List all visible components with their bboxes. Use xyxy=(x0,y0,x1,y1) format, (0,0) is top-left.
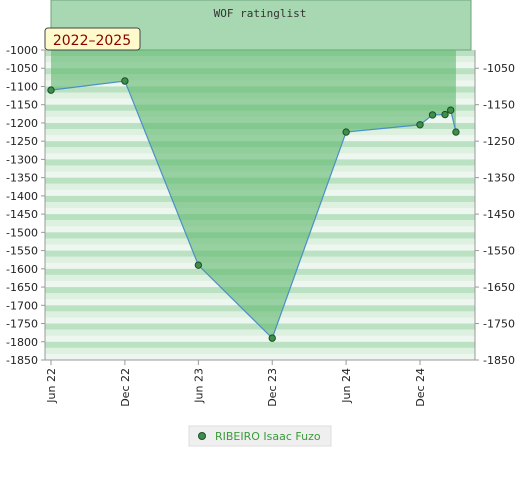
period-badge-text: 2022–2025 xyxy=(53,33,131,49)
right-tick-label: -1350 xyxy=(483,172,515,185)
x-tick-label: Dec 24 xyxy=(414,368,427,407)
data-point xyxy=(47,86,55,94)
legend-marker xyxy=(198,432,206,440)
left-tick-label: -1350 xyxy=(6,172,38,185)
x-tick-label: Jun 23 xyxy=(192,368,205,404)
right-tick-label: -1750 xyxy=(483,318,515,331)
legend: RIBEIRO Isaac Fuzo xyxy=(188,425,332,447)
left-tick-label: -1600 xyxy=(6,263,38,276)
x-tick-label: Dec 22 xyxy=(119,368,132,407)
data-point xyxy=(416,121,424,129)
left-tick-label: -1450 xyxy=(6,208,38,221)
right-tick-label: -1450 xyxy=(483,208,515,221)
left-tick-label: -1400 xyxy=(6,190,38,203)
grid-band xyxy=(45,341,475,348)
grid-band xyxy=(45,329,475,336)
data-point xyxy=(268,334,276,342)
series-area xyxy=(51,50,456,339)
right-y-axis: -1050 -1150 -1250 -1350 -1450 -1550 -1650 -1750… xyxy=(474,50,515,367)
right-tick-label: -1250 xyxy=(483,135,515,148)
data-point xyxy=(194,261,203,269)
grid-band xyxy=(45,347,475,354)
marker-layer xyxy=(47,77,460,342)
data-point xyxy=(441,110,449,119)
left-tick-label: -1550 xyxy=(6,245,38,258)
right-tick-label: -1650 xyxy=(483,281,515,294)
x-tick-label: Dec 23 xyxy=(266,368,279,407)
right-tick-label: -1850 xyxy=(483,354,515,367)
right-tick-label: -1150 xyxy=(483,99,515,112)
data-point xyxy=(452,128,460,136)
data-point xyxy=(121,77,129,85)
left-tick-label: -1700 xyxy=(6,299,38,312)
x-tick-label: Jun 24 xyxy=(340,368,353,404)
left-tick-label: -1650 xyxy=(6,281,38,294)
left-tick-label: -1800 xyxy=(6,336,38,349)
right-tick-label: -1050 xyxy=(483,62,515,75)
chart-title: WOF ratinglist xyxy=(214,7,307,20)
left-y-axis: -1000 -1050 -1100 -1150 -1200 -1250 -1300 -1350… xyxy=(6,44,46,367)
left-tick-label: -1150 xyxy=(6,99,38,112)
left-tick-label: -1250 xyxy=(6,135,38,148)
left-tick-label: -1500 xyxy=(6,226,38,239)
left-tick-label: -1750 xyxy=(6,318,38,331)
left-tick-label: -1200 xyxy=(6,117,38,130)
data-point xyxy=(446,106,455,114)
left-tick-label: -1850 xyxy=(6,354,38,367)
x-tick-label: Jun 22 xyxy=(45,368,58,404)
legend-entry: RIBEIRO Isaac Fuzo xyxy=(215,430,321,443)
data-point xyxy=(428,111,437,119)
left-tick-label: -1050 xyxy=(6,62,38,75)
data-point xyxy=(342,128,350,136)
period-badge: 2022–2025 xyxy=(44,27,141,51)
left-tick-label: -1100 xyxy=(6,80,38,93)
x-axis: Jun 22 Dec 22 Jun 23 Dec 23 Jun 24 Dec 24 xyxy=(45,359,475,407)
left-tick-label: -1300 xyxy=(6,153,38,166)
right-tick-label: -1550 xyxy=(483,245,515,258)
left-tick-label: -1000 xyxy=(6,44,38,57)
